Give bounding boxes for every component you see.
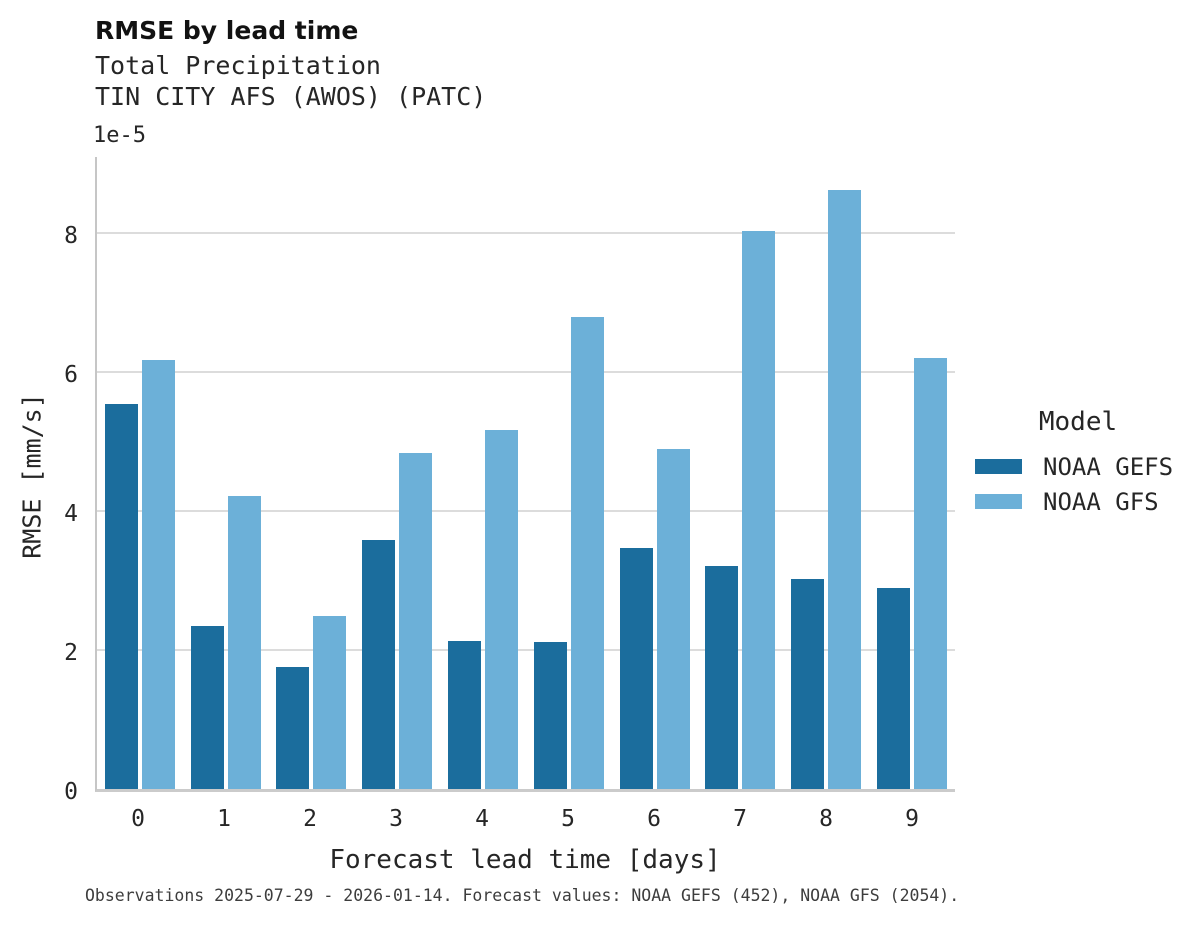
bar-group-day-0 [97,157,183,789]
bar-noaa-gefs-day-0 [104,403,138,789]
bar-group-day-7 [698,157,784,789]
bar-group-day-3 [354,157,440,789]
x-tick-label-3: 3 [389,806,403,832]
legend-swatch-noaa-gfs [975,494,1022,509]
bar-noaa-gefs-day-9 [877,588,911,789]
bar-noaa-gfs-day-7 [742,230,776,789]
bar-noaa-gfs-day-1 [227,495,261,789]
gridline-y-8 [97,232,955,235]
bar-noaa-gefs-day-2 [276,666,310,789]
bar-noaa-gefs-day-8 [791,578,825,789]
bar-noaa-gfs-day-0 [141,359,175,789]
subtitle-station: TIN CITY AFS (AWOS) (PATC) [95,82,487,111]
bar-group-day-2 [269,157,355,789]
gridline-y-6 [97,371,955,374]
x-tick-label-7: 7 [733,806,747,832]
x-axis-label: Forecast lead time [days] [329,845,721,875]
bar-noaa-gefs-day-4 [448,641,482,789]
y-axis-offset-label: 1e-5 [93,123,146,148]
x-tick-label-5: 5 [561,806,575,832]
gridline-y-2 [97,649,955,652]
bar-noaa-gefs-day-3 [362,540,396,789]
bar-noaa-gfs-day-9 [914,358,948,789]
y-tick-label-0: 0 [64,779,78,805]
bar-noaa-gfs-day-4 [485,429,519,789]
legend-title: Model [1038,407,1118,437]
y-tick-label-4: 4 [64,501,78,528]
legend-entry-noaa-gefs: NOAA GEFS [972,449,1184,484]
y-tick-label-2: 2 [64,640,78,667]
bar-group-day-5 [526,157,612,789]
bar-noaa-gfs-day-2 [313,616,347,789]
x-axis-tick-labels: 0 1 2 3 4 5 6 7 8 9 [95,806,955,832]
bar-group-day-1 [183,157,269,789]
x-tick-label-2: 2 [303,806,317,832]
y-tick-label-8: 8 [64,223,78,250]
x-tick-label-1: 1 [217,806,231,832]
bar-noaa-gefs-day-6 [619,548,653,789]
bar-noaa-gefs-day-7 [705,566,739,789]
legend: Model NOAA GEFS NOAA GFS [972,407,1184,519]
bar-noaa-gefs-day-1 [190,625,224,789]
bar-groups [97,157,955,789]
x-tick-label-8: 8 [819,806,833,832]
legend-swatch-noaa-gefs [975,459,1022,474]
bar-noaa-gefs-day-5 [533,642,567,789]
bar-noaa-gfs-day-6 [656,448,690,789]
subtitle-variable: Total Precipitation [95,51,381,80]
bar-group-day-6 [612,157,698,789]
bar-group-day-8 [783,157,869,789]
footnote: Observations 2025-07-29 - 2026-01-14. Fo… [85,886,960,905]
gridline-y-4 [97,510,955,513]
x-tick-label-0: 0 [131,806,145,832]
chart-subtitle: Total Precipitation TIN CITY AFS (AWOS) … [95,50,486,112]
bar-noaa-gfs-day-8 [828,190,862,789]
x-tick-label-6: 6 [647,806,661,832]
x-tick-label-9: 9 [905,806,919,832]
y-axis-tick-labels: 0 2 4 6 8 [0,157,80,805]
bar-group-day-9 [869,157,955,789]
legend-label-noaa-gfs: NOAA GFS [1043,487,1159,516]
x-tick-label-4: 4 [475,806,489,832]
bar-group-day-4 [440,157,526,789]
bar-noaa-gfs-day-3 [399,452,433,789]
plot-area [95,157,955,792]
bar-noaa-gfs-day-5 [570,317,604,789]
legend-entry-noaa-gfs: NOAA GFS [972,484,1184,519]
y-tick-label-6: 6 [64,362,78,389]
legend-label-noaa-gefs: NOAA GEFS [1043,452,1174,481]
chart-title: RMSE by lead time [95,16,359,45]
